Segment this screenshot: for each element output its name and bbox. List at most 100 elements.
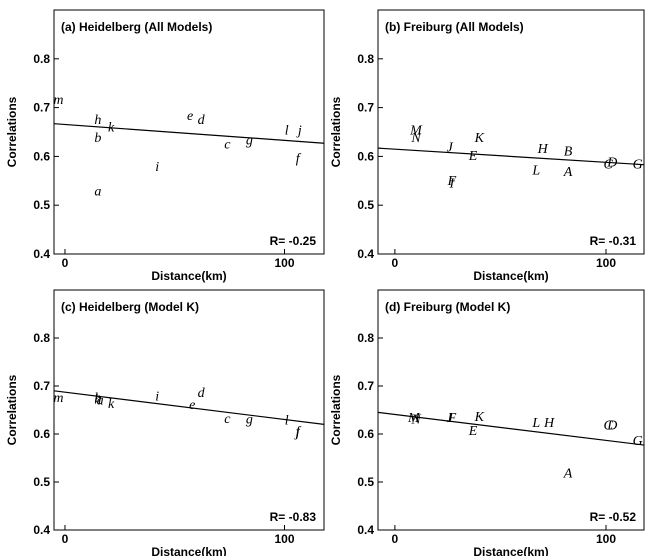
correlation-label: R= -0.25 [270, 234, 317, 248]
data-point: G [633, 158, 643, 173]
chart-panel: (a) Heidelberg (All Models) 0.4 0.5 0.6 0.7 0… [5, 9, 325, 283]
data-point: c [224, 138, 231, 153]
chart-panel: (c) Heidelberg (Model K) 0.4 0.5 0.6 0.7 0.8 0… [5, 289, 325, 556]
plot-frame [377, 9, 645, 255]
data-point: k [108, 397, 115, 412]
data-point: l [285, 414, 289, 429]
data-point: h [94, 392, 101, 407]
data-point: D [606, 418, 617, 433]
data-point: K [474, 131, 485, 146]
data-point: C [603, 418, 613, 433]
data-point: h [94, 113, 101, 128]
y-tick-label: 0.4 [33, 523, 50, 537]
y-tick-label: 0.4 [33, 247, 50, 261]
data-point: b [94, 131, 101, 146]
data-point: H [543, 416, 555, 431]
data-point: a [97, 393, 104, 408]
y-axis-label: Correlations [329, 96, 343, 167]
data-point: i [155, 390, 159, 405]
x-axis-label: Distance(km) [473, 545, 548, 556]
data-point: L [531, 416, 540, 431]
data-point: e [187, 109, 193, 124]
plot-frame [377, 289, 645, 531]
chart-panel: (b) Freiburg (All Models) 0.4 0.5 0.6 0.7 0.8… [329, 9, 645, 283]
x-tick-label: 0 [392, 256, 399, 270]
x-tick-label: 100 [596, 532, 616, 546]
data-point: f [296, 425, 302, 440]
x-axis-label: Distance(km) [151, 269, 226, 283]
x-tick-label: 0 [62, 532, 69, 546]
data-point: d [198, 113, 206, 128]
chart-title: (c) Heidelberg (Model K) [61, 300, 199, 314]
data-point: F [447, 174, 457, 189]
y-tick-label: 0.5 [357, 475, 374, 489]
y-tick-label: 0.7 [33, 379, 50, 393]
chart-title: (d) Freiburg (Model K) [385, 300, 510, 314]
data-point: f [296, 151, 302, 166]
plot-frame [53, 9, 325, 255]
data-point: K [474, 410, 485, 425]
regression-line [53, 123, 325, 144]
data-point: g [246, 413, 253, 428]
y-axis-label: Correlations [329, 374, 343, 445]
correlation-label: R= -0.83 [270, 510, 317, 524]
y-tick-label: 0.5 [33, 198, 50, 212]
y-tick-label: 0.7 [33, 101, 50, 115]
data-point: D [606, 155, 617, 170]
y-tick-label: 0.4 [357, 523, 374, 537]
data-point: N [410, 131, 421, 146]
x-tick-label: 100 [274, 256, 294, 270]
correlation-label: R= -0.52 [590, 510, 637, 524]
data-point: A [563, 466, 573, 481]
correlation-label: R= -0.31 [590, 234, 637, 248]
chart-title: (b) Freiburg (All Models) [385, 20, 524, 34]
data-point: M [407, 411, 421, 426]
regression-line [377, 147, 645, 166]
data-point: I [446, 411, 453, 426]
y-axis-label: Correlations [5, 374, 19, 445]
y-tick-label: 0.8 [357, 331, 374, 345]
data-point: J [447, 141, 454, 156]
data-point: e [189, 398, 195, 413]
y-axis-label: Correlations [5, 96, 19, 167]
x-tick-label: 0 [392, 532, 399, 546]
data-point: N [410, 413, 421, 428]
data-point: g [246, 133, 253, 148]
data-point: C [603, 158, 613, 173]
x-axis-label: Distance(km) [151, 545, 226, 556]
data-point: I [449, 176, 456, 191]
data-point: a [94, 185, 101, 200]
y-tick-label: 0.5 [33, 475, 50, 489]
data-point: F [447, 411, 457, 426]
data-point: j [294, 426, 300, 441]
data-point: b [94, 391, 101, 406]
data-point: L [531, 164, 540, 179]
data-point: k [108, 121, 115, 136]
plot-frame [53, 289, 325, 531]
y-tick-label: 0.8 [33, 52, 50, 66]
y-tick-label: 0.5 [357, 198, 374, 212]
y-tick-label: 0.8 [357, 52, 374, 66]
y-tick-label: 0.6 [33, 427, 50, 441]
data-point: J [447, 411, 454, 426]
data-point: H [537, 142, 549, 157]
chart-title: (a) Heidelberg (All Models) [61, 20, 212, 34]
data-point: A [563, 165, 573, 180]
y-tick-label: 0.6 [33, 149, 50, 163]
y-tick-label: 0.6 [357, 427, 374, 441]
data-point: M [409, 124, 423, 139]
data-point: E [468, 149, 478, 164]
data-point: m [53, 391, 63, 406]
regression-line [377, 411, 645, 446]
x-tick-label: 100 [274, 532, 294, 546]
data-point: d [198, 386, 206, 401]
data-point: i [155, 160, 159, 175]
y-tick-label: 0.7 [357, 101, 374, 115]
x-axis-label: Distance(km) [473, 269, 548, 283]
x-tick-label: 0 [62, 256, 69, 270]
y-tick-label: 0.8 [33, 331, 50, 345]
data-point: G [633, 434, 643, 449]
y-tick-label: 0.6 [357, 149, 374, 163]
y-tick-label: 0.7 [357, 379, 374, 393]
